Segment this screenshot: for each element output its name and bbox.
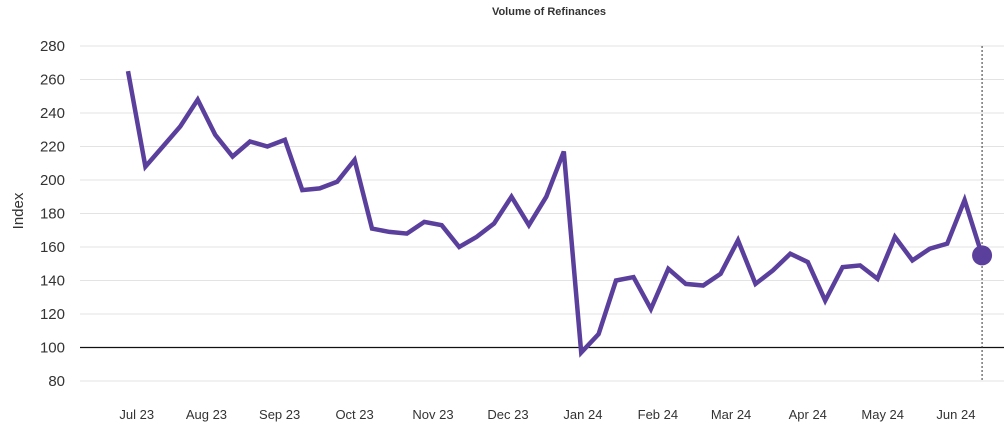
x-tick-label: Dec 23 [487,407,528,422]
x-tick-label: May 24 [861,407,904,422]
y-tick-label: 260 [40,72,65,89]
gridlines [80,45,1004,382]
y-tick-label: 180 [40,206,65,223]
x-tick-label: Feb 24 [638,407,678,422]
y-tick-label: 80 [48,373,65,390]
y-tick-label: 220 [40,139,65,156]
x-axis-ticks: Jul 23 Aug 23 Sep 23 Oct 23 Nov 23 Dec 23 Jan … [119,407,975,422]
highlight-point [972,245,993,266]
y-tick-label: 100 [40,340,65,357]
y-tick-label: 240 [40,105,65,122]
x-tick-label: Apr 24 [789,407,827,422]
x-tick-label: Mar 24 [711,407,751,422]
y-tick-label: 160 [40,239,65,256]
x-tick-label: Jul 23 [119,407,154,422]
series-line-refinances [125,70,985,358]
y-axis-ticks: 280 260 240 220 200 180 160 140 120 100 80 [40,38,65,390]
chart-title: Volume of Refinances [491,6,607,18]
y-tick-label: 200 [40,172,65,189]
x-tick-label: Oct 23 [335,407,373,422]
x-tick-label: Aug 23 [186,407,227,422]
y-tick-label: 120 [40,306,65,323]
y-tick-label: 140 [40,273,65,290]
y-axis-label: Index [10,192,27,229]
x-tick-label: Sep 23 [259,407,300,422]
x-tick-label: Jun 24 [936,407,975,422]
x-tick-label: Nov 23 [412,407,453,422]
y-tick-label: 280 [40,38,65,55]
x-tick-label: Jan 24 [563,407,602,422]
